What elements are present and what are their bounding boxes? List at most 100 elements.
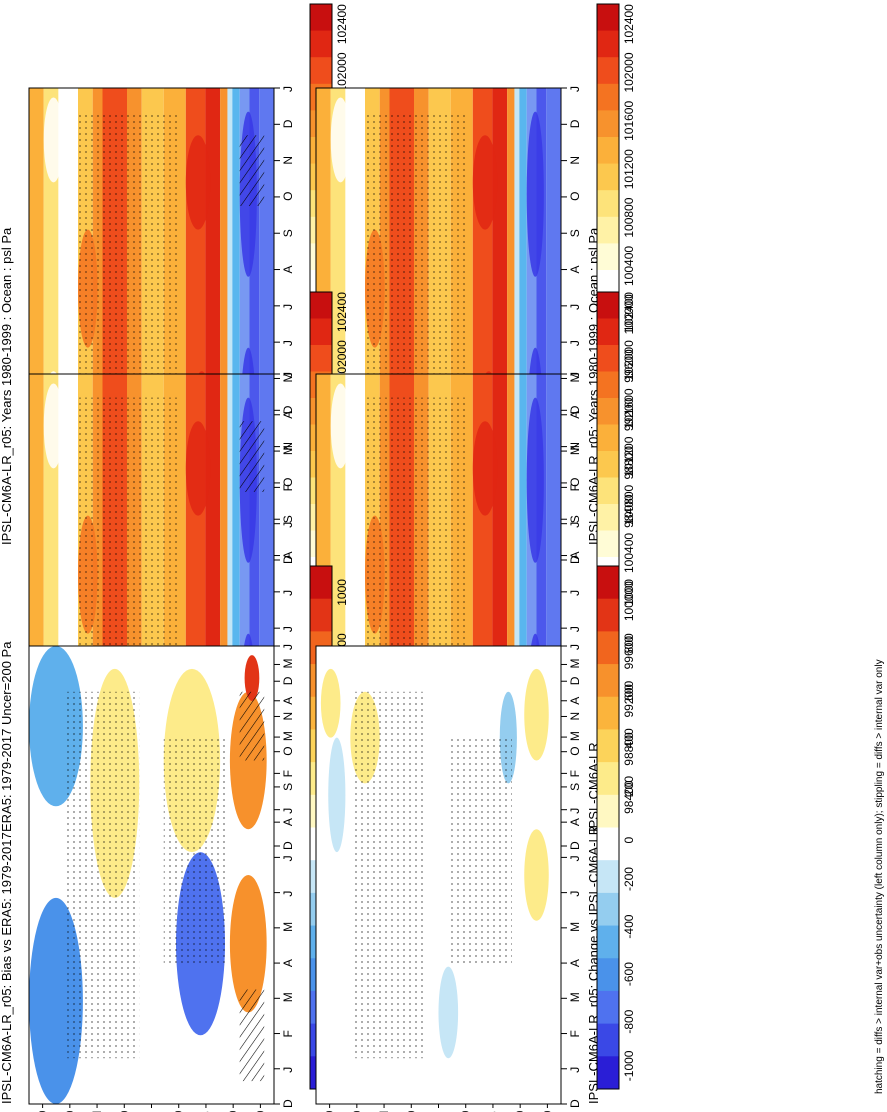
colorbar-label: 100000 — [622, 294, 636, 334]
x-tick-label: J — [568, 522, 582, 528]
stippling — [65, 691, 140, 1059]
x-tick-label: D — [568, 405, 582, 414]
colorbar-swatch — [597, 1023, 619, 1057]
colorbar-label: 99200 — [622, 397, 636, 431]
x-tick-label: S — [568, 783, 582, 791]
x-tick-label: A — [568, 411, 582, 419]
contour-band — [536, 88, 547, 560]
x-tick-label: M — [568, 658, 582, 668]
colorbar-swatch — [597, 530, 619, 558]
x-tick-label: N — [568, 156, 582, 165]
colorbar-label: 99600 — [622, 636, 636, 670]
x-tick-label: D — [568, 676, 582, 685]
x-tick-label: F — [281, 484, 295, 491]
colorbar-swatch — [597, 504, 619, 531]
x-tick-label: A — [281, 552, 295, 560]
colorbar-swatch — [597, 216, 619, 244]
colorbar-label: 101200 — [622, 436, 636, 476]
x-tick-label: M — [281, 445, 295, 455]
x-tick-label: D — [568, 841, 582, 850]
colorbar-swatch — [310, 598, 332, 632]
x-tick-label: J — [281, 590, 295, 596]
x-tick-label: M — [281, 922, 295, 932]
colorbar-label: 400 — [622, 728, 636, 748]
contour-blob — [185, 421, 211, 516]
x-tick-label: M — [281, 992, 295, 1002]
colorbar-swatch — [597, 371, 619, 399]
panel-title: ERA5: 1979-2017 Uncer=200 Pa — [0, 641, 14, 832]
colorbar-label: 98800 — [622, 446, 636, 480]
colorbar-swatch — [597, 566, 619, 600]
y-tick-label: 80 — [36, 1110, 50, 1112]
x-tick-label: S — [281, 229, 295, 237]
colorbar-swatch — [597, 270, 619, 298]
contour-band — [526, 88, 537, 560]
x-tick-label: J — [281, 644, 295, 650]
x-tick-label: O — [568, 192, 582, 201]
contour-band — [507, 374, 515, 846]
colorbar-label: 0 — [622, 837, 636, 844]
x-tick-label: D — [281, 1099, 295, 1108]
x-tick-label: J — [568, 590, 582, 596]
x-tick-label: A — [281, 697, 295, 705]
hatching — [239, 421, 265, 492]
y-tick-label: 20 — [172, 1110, 186, 1112]
colorbar-label: -400 — [622, 914, 636, 938]
x-tick-label: F — [568, 484, 582, 491]
contour-blob — [244, 655, 260, 701]
colorbar-swatch — [597, 598, 619, 632]
colorbar-swatch — [597, 190, 619, 218]
colorbar-label: 100400 — [622, 246, 636, 286]
x-tick-label: J — [281, 891, 295, 897]
colorbar-label: 99200 — [622, 684, 636, 718]
x-tick-label: J — [568, 1067, 582, 1073]
colorbar-label: 98400 — [622, 494, 636, 528]
y-tick-label: 80 — [253, 1110, 267, 1112]
colorbar-label: -800 — [622, 1009, 636, 1033]
x-tick-label: F — [281, 1030, 295, 1037]
colorbar-swatch — [597, 163, 619, 191]
y-tick-label: 60 — [63, 1110, 77, 1112]
colorbar-label: 101200 — [622, 149, 636, 189]
colorbar-label: 102400 — [335, 4, 349, 44]
y-tick-label: 60 — [350, 1110, 364, 1112]
contour-blob — [43, 97, 64, 183]
colorbar-swatch — [597, 292, 619, 319]
x-tick-label: N — [281, 156, 295, 165]
x-tick-label: D — [281, 119, 295, 128]
colorbar-swatch — [597, 794, 619, 828]
x-tick-label: J — [568, 340, 582, 346]
colorbar-label: 100000 — [622, 581, 636, 621]
contour-blob — [328, 737, 346, 853]
colorbar-swatch — [597, 398, 619, 425]
x-tick-label: D — [568, 1099, 582, 1108]
colorbar-swatch — [597, 762, 619, 796]
colorbar-swatch — [597, 345, 619, 372]
x-tick-label: J — [281, 626, 295, 632]
x-tick-label: D — [568, 119, 582, 128]
colorbar-swatch — [310, 345, 332, 372]
x-tick-label: J — [281, 304, 295, 310]
contour-band — [249, 88, 260, 560]
x-tick-label: D — [281, 676, 295, 685]
x-tick-label: O — [281, 192, 295, 201]
colorbar-swatch — [597, 83, 619, 111]
x-tick-label: O — [568, 478, 582, 487]
y-tick-label: °N — [90, 1111, 104, 1112]
hatching — [239, 989, 265, 1082]
x-tick-label: J — [281, 340, 295, 346]
x-tick-label: D — [281, 405, 295, 414]
contour-blob — [330, 383, 351, 469]
x-tick-label: S — [568, 229, 582, 237]
x-tick-label: J — [568, 626, 582, 632]
contour-band — [239, 88, 250, 560]
x-tick-label: M — [568, 445, 582, 455]
x-tick-label: A — [281, 818, 295, 826]
colorbar-label: 102000 — [335, 340, 349, 380]
colorbar-swatch — [597, 424, 619, 452]
x-tick-label: M — [568, 992, 582, 1002]
colorbar-label: 100400 — [622, 533, 636, 573]
colorbar-label: 102000 — [335, 52, 349, 92]
y-tick-label: 80 — [323, 1110, 337, 1112]
